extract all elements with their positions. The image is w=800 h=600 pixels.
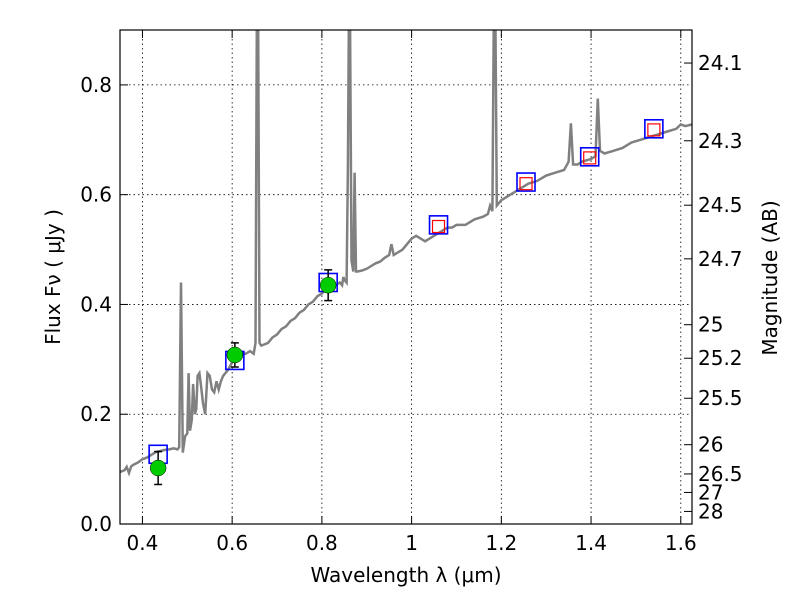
magnitude-tick-label: 26.5	[698, 462, 743, 486]
x-axis-label: Wavelength λ (μm)	[310, 563, 501, 587]
magnitude-tick-label: 25	[698, 313, 723, 337]
model-band-square	[644, 119, 664, 139]
magnitude-tick-label: 24.5	[698, 193, 743, 217]
observed-point	[319, 276, 337, 294]
x-tick-label: 0.6	[216, 531, 248, 555]
plot-frame	[119, 29, 693, 525]
magnitude-tick-label: 28	[698, 499, 723, 523]
marker-layer	[148, 119, 664, 486]
magnitude-tick-label: 24.7	[698, 247, 743, 271]
spectrum-line	[120, 30, 692, 477]
x-tick-label: 1.4	[575, 531, 607, 555]
x-tick-label: 1.2	[485, 531, 517, 555]
model-band-square	[428, 215, 449, 235]
y-tick-label: 0.6	[80, 183, 112, 207]
spectrum-layer	[120, 30, 692, 477]
y-axis-label: Flux Fν ( μJy )	[41, 209, 65, 345]
tick-layer: 0.4 0.6 0.8 1 1.2 1.4 1.6 0.0 0.2 0.4 0.6 0.8 24.1 24…	[80, 30, 743, 555]
magnitude-tick-label: 24.1	[698, 51, 743, 75]
x-tick-label: 0.8	[306, 531, 338, 555]
predicted-square	[431, 219, 446, 234]
predicted-square	[583, 151, 597, 165]
magnitude-tick-label: 25.2	[698, 346, 743, 370]
magnitude-tick-label: 24.3	[698, 129, 743, 153]
model-band-square	[516, 172, 536, 192]
grid-lines	[120, 30, 692, 525]
x-tick-label: 1	[405, 531, 418, 555]
y-tick-label: 0.8	[80, 73, 112, 97]
predicted-square	[647, 123, 661, 137]
y-tick-label: 0.0	[80, 512, 112, 536]
observed-point	[226, 346, 244, 364]
magnitude-axis-label: Magnitude (AB)	[758, 200, 782, 355]
y-tick-label: 0.4	[80, 292, 112, 316]
observed-point	[149, 459, 167, 477]
x-tick-label: 1.6	[665, 531, 697, 555]
x-tick-label: 0.4	[127, 531, 159, 555]
magnitude-tick-label: 26	[698, 433, 723, 457]
model-band-square	[579, 146, 600, 167]
predicted-square	[519, 177, 533, 191]
magnitude-tick-label: 27	[698, 480, 723, 504]
y-tick-label: 0.2	[80, 402, 112, 426]
magnitude-tick-label: 25.5	[698, 386, 743, 410]
